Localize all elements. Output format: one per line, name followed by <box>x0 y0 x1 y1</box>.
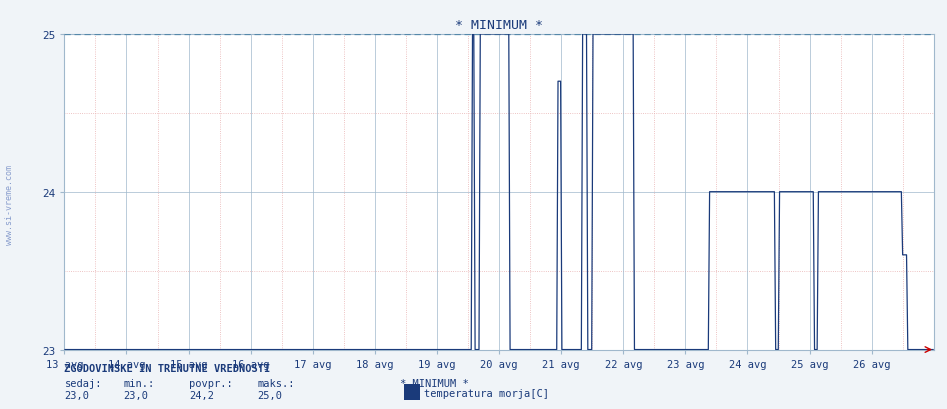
Text: 25,0: 25,0 <box>258 389 282 400</box>
Title: * MINIMUM *: * MINIMUM * <box>456 19 543 32</box>
Text: sedaj:: sedaj: <box>64 378 102 388</box>
Text: temperatura morja[C]: temperatura morja[C] <box>424 388 549 398</box>
Text: 24,2: 24,2 <box>189 389 214 400</box>
Text: ZGODOVINSKE IN TRENUTNE VREDNOSTI: ZGODOVINSKE IN TRENUTNE VREDNOSTI <box>64 363 271 373</box>
Text: * MINIMUM *: * MINIMUM * <box>400 378 469 388</box>
Text: www.si-vreme.com: www.si-vreme.com <box>5 164 14 245</box>
Text: maks.:: maks.: <box>258 378 295 388</box>
Text: 23,0: 23,0 <box>123 389 148 400</box>
Text: 23,0: 23,0 <box>64 389 89 400</box>
Text: povpr.:: povpr.: <box>189 378 233 388</box>
Text: min.:: min.: <box>123 378 154 388</box>
